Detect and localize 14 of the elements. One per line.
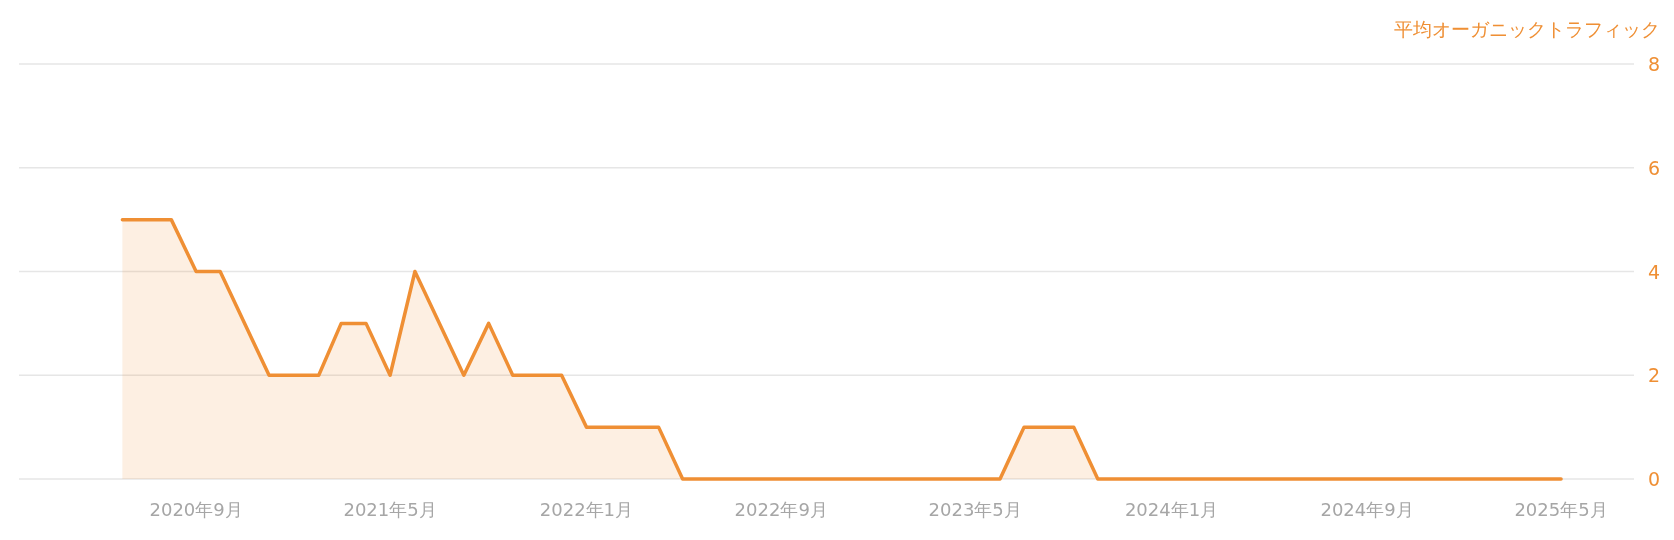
y-tick-label: 2 [1647,364,1660,387]
x-tick-label: 2023年5月 [928,499,1022,520]
y-axis-title: 平均オーガニックトラフィック [1394,18,1660,40]
y-tick-label: 4 [1647,260,1660,283]
x-tick-label: 2024年1月 [1124,499,1219,520]
x-tick-label: 2022年9月 [734,499,828,520]
x-tick-label: 2022年1月 [539,499,634,520]
x-tick-label: 2025年5月 [1514,499,1608,520]
x-tick-label: 2024年9月 [1320,499,1414,520]
x-tick-label: 2020年9月 [149,499,243,520]
y-tick-label: 8 [1647,53,1660,75]
y-tick-label: 0 [1647,468,1660,490]
x-tick-label: 2021年5月 [343,499,437,520]
y-tick-label: 6 [1647,156,1660,179]
